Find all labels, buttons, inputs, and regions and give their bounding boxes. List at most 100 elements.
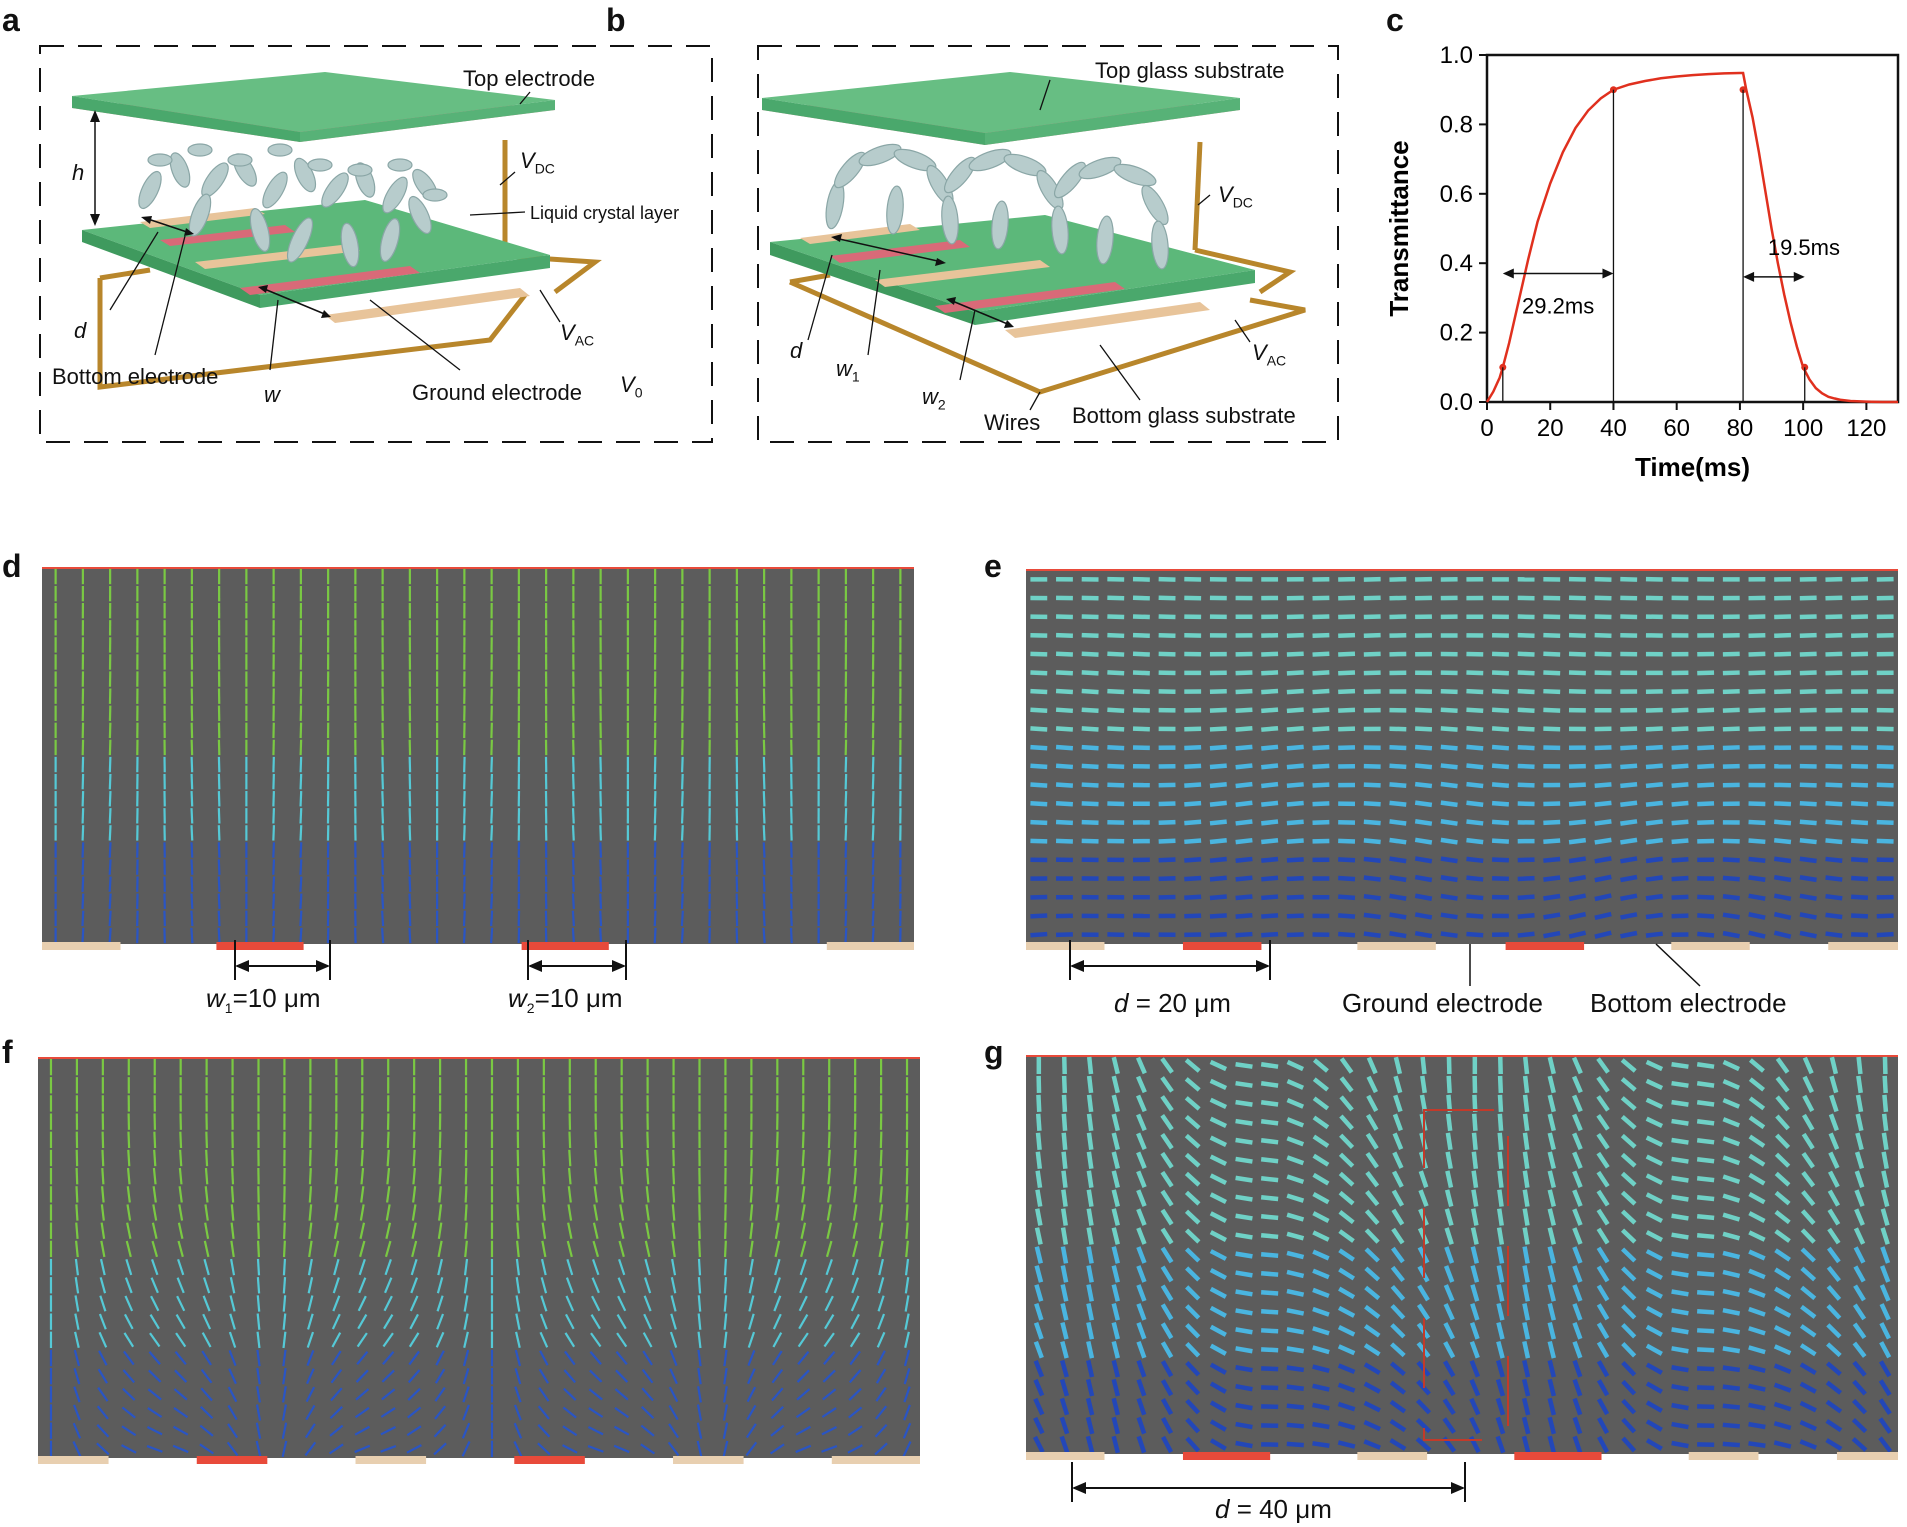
director-segment <box>1572 1189 1583 1207</box>
director-segment <box>1522 1265 1530 1283</box>
director-segment <box>826 1204 832 1221</box>
director-segment <box>1339 1095 1354 1112</box>
director-segment <box>592 1259 600 1276</box>
bottom-leader <box>1655 943 1701 987</box>
director-segment <box>1184 1171 1201 1187</box>
director-segment <box>1393 1056 1403 1075</box>
director-segment <box>1881 1170 1890 1189</box>
director-segment <box>1184 1115 1201 1130</box>
director-segment <box>1260 1309 1279 1315</box>
director-segment <box>1337 1401 1356 1412</box>
director-segment <box>490 859 494 875</box>
director-segment <box>96 1442 110 1456</box>
director-segment <box>1522 1208 1530 1226</box>
director-segment <box>1671 1062 1689 1069</box>
director-segment <box>1471 1208 1479 1226</box>
director-segment <box>1696 1138 1715 1145</box>
director-segment <box>1880 1208 1890 1226</box>
director-segment <box>1136 1189 1147 1207</box>
director-segment <box>1850 894 1869 901</box>
director-segment <box>1722 1422 1740 1429</box>
director-segment <box>1055 838 1073 844</box>
director-segment <box>1799 1324 1817 1338</box>
director-segment <box>1286 1327 1305 1335</box>
director-segment <box>1799 1439 1817 1450</box>
director-segment <box>435 1350 445 1366</box>
director-segment <box>199 1424 214 1437</box>
director-segment <box>1547 1075 1556 1094</box>
director-segment <box>1312 782 1330 788</box>
director-segment <box>146 1445 163 1453</box>
director-segment <box>1466 744 1484 751</box>
director-segment <box>1312 726 1330 732</box>
director-segment <box>1055 726 1074 732</box>
director-segment <box>1338 1305 1356 1318</box>
director-segment <box>1466 819 1484 826</box>
director-segment <box>876 1331 886 1348</box>
director-segment <box>1547 1208 1556 1226</box>
director-segment <box>824 1295 834 1312</box>
director-segment <box>571 893 575 910</box>
interval-label: 29.2ms <box>1522 293 1594 318</box>
director-segment <box>1061 1094 1068 1113</box>
director-segment <box>1748 1268 1766 1280</box>
director-segment <box>645 1186 650 1203</box>
director-segment <box>800 1240 807 1258</box>
director-segment <box>1799 1381 1817 1394</box>
director-segment <box>1132 726 1150 732</box>
director-segment <box>724 1204 727 1221</box>
director-segment <box>1774 614 1792 620</box>
director-segment <box>177 1258 185 1276</box>
director-segment <box>1338 1152 1355 1168</box>
director-segment <box>672 1149 675 1167</box>
director-segment <box>1547 1435 1557 1454</box>
director-segment <box>1209 1305 1227 1318</box>
director-segment <box>1081 707 1099 714</box>
director-segment <box>620 1149 624 1167</box>
director-segment <box>282 1240 286 1258</box>
director-segment <box>1802 1094 1815 1112</box>
director-segment <box>567 1222 573 1239</box>
director-segment <box>255 1440 262 1458</box>
director-segment <box>1827 1227 1841 1245</box>
director-segment <box>412 1186 417 1203</box>
director-segment <box>1671 726 1689 732</box>
director-segment <box>1722 1441 1740 1448</box>
director-segment <box>1522 1075 1530 1094</box>
director-segment <box>1185 1285 1201 1301</box>
director-segment <box>1086 1227 1094 1245</box>
director-segment <box>1111 1359 1121 1378</box>
director-segment <box>1522 1359 1531 1378</box>
director-segment <box>1671 913 1689 919</box>
director-segment <box>1774 1267 1792 1281</box>
director-segment <box>1828 1132 1840 1151</box>
director-segment <box>1055 763 1074 770</box>
director-segment <box>230 1258 236 1276</box>
director-segment <box>643 1295 652 1312</box>
director-segment <box>1469 1378 1481 1397</box>
director-segment <box>1107 763 1125 769</box>
director-segment <box>1136 1303 1147 1321</box>
director-segment <box>1440 688 1458 695</box>
director-segment <box>1799 837 1817 845</box>
director-segment <box>1261 838 1279 845</box>
director-segment <box>1773 838 1792 845</box>
director-segment <box>871 825 875 841</box>
director-segment <box>1055 819 1073 826</box>
director-segment <box>308 1167 312 1185</box>
director-segment <box>1081 632 1099 639</box>
director-segment <box>1855 1132 1864 1151</box>
director-segment <box>334 1204 339 1221</box>
director-segment <box>1855 1113 1864 1132</box>
director-segment <box>723 1367 728 1385</box>
director-segment <box>1568 800 1586 807</box>
director-segment <box>108 893 112 910</box>
director-segment <box>200 1387 213 1402</box>
director-segment <box>1799 1343 1817 1357</box>
director-segment <box>126 1167 131 1185</box>
director-segment <box>108 756 112 773</box>
director-segment <box>359 1240 366 1258</box>
director-segment <box>1851 932 1869 938</box>
director-segment <box>852 1204 858 1221</box>
director-segment <box>1696 1214 1715 1221</box>
